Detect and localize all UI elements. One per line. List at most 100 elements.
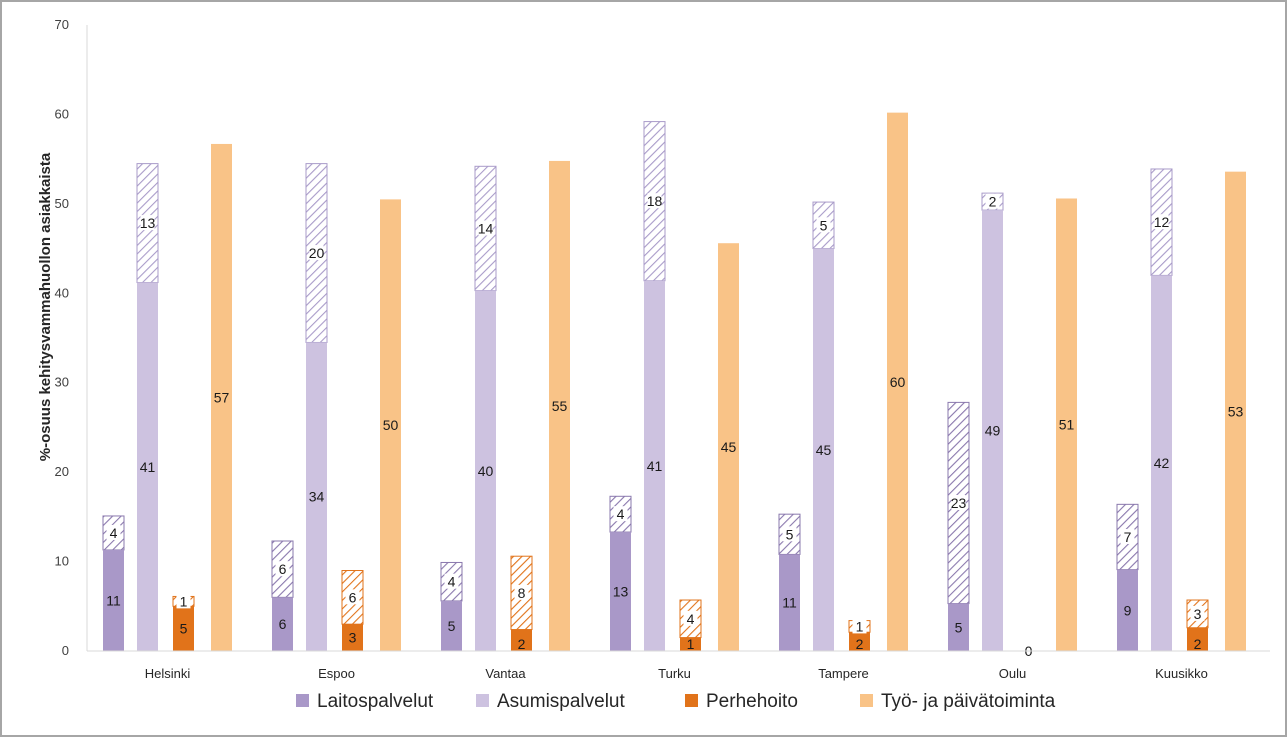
data-label-hatched: 3 [1194, 606, 1202, 622]
bar [1225, 171, 1246, 652]
data-label-bg [782, 526, 797, 542]
bar-segment-solid [511, 629, 532, 651]
y-axis-title: %-osuus kehitysvammahuollon asiakkaista [37, 152, 54, 461]
legend-label: Laitospalvelut [317, 691, 434, 712]
data-label-solid: 9 [1124, 602, 1132, 618]
data-label-hatched: 14 [478, 220, 494, 236]
data-label-solid: 42 [1154, 455, 1170, 471]
data-label-bg [1120, 528, 1135, 544]
data-label-bg [309, 245, 324, 261]
data-label: 53 [1228, 403, 1244, 419]
data-label-hatched: 4 [617, 506, 625, 522]
legend-item: Laitospalvelut [296, 691, 434, 712]
y-axis: 0 10 20 30 40 50 60 70 [55, 17, 88, 658]
bar-segment-solid [342, 624, 363, 651]
legend-swatch [685, 694, 698, 707]
data-label-solid: 6 [279, 616, 287, 632]
data-label-solid: 11 [782, 595, 797, 611]
data-label: 51 [1059, 417, 1075, 433]
bar-segment-solid [137, 282, 158, 651]
legend-item: Työ- ja päivätoiminta [860, 691, 1056, 712]
data-label-solid: 41 [140, 459, 156, 475]
data-label-solid: 5 [448, 618, 456, 634]
bar-segment-solid [1117, 569, 1138, 651]
data-label-bg [514, 584, 529, 600]
data-label-bg [1154, 214, 1169, 230]
data-label-bg [176, 593, 191, 609]
legend-item: Asumispalvelut [476, 691, 625, 712]
x-tick-label: Vantaa [485, 666, 526, 681]
data-label-hatched: 6 [349, 589, 357, 605]
bar [887, 112, 908, 651]
legend-swatch [860, 694, 873, 707]
x-tick-label: Tampere [818, 666, 869, 681]
bar [1056, 198, 1077, 651]
series-3 [211, 112, 1246, 652]
legend-swatch [476, 694, 489, 707]
data-label-solid: 40 [478, 463, 494, 479]
data-label-hatched: 1 [180, 593, 188, 609]
y-tick-label: 60 [55, 106, 69, 121]
data-label-bg [1190, 605, 1205, 621]
x-tick-label: Helsinki [145, 666, 191, 681]
y-tick-label: 10 [55, 554, 69, 569]
data-label: 57 [214, 389, 230, 405]
data-label-hatched: 2 [989, 194, 997, 210]
data-labels-layer: 4116645413511235791341203414401841545249… [106, 193, 1243, 659]
bar-segment-solid [306, 342, 327, 651]
data-label-hatched: 4 [110, 525, 118, 541]
bars-layer [102, 112, 1246, 652]
bar [718, 243, 739, 651]
data-label-bg [683, 610, 698, 626]
bar [549, 160, 570, 651]
y-tick-label: 0 [62, 643, 69, 658]
data-label-hatched: 12 [1154, 214, 1170, 230]
data-label-hatched: 8 [518, 585, 526, 601]
data-label-solid: 49 [985, 423, 1001, 439]
data-label-solid: 2 [518, 636, 526, 652]
data-label-solid: 5 [955, 619, 963, 635]
data-label-bg [140, 215, 155, 231]
data-label-hatched: 5 [786, 526, 794, 542]
data-label-bg [613, 506, 628, 522]
bar-segment-solid [1187, 627, 1208, 651]
data-label-bg [106, 524, 121, 540]
x-tick-label: Kuusikko [1155, 666, 1208, 681]
bar-segment-solid [680, 637, 701, 651]
data-label-bg [275, 561, 290, 577]
legend-label: Asumispalvelut [497, 691, 625, 712]
x-tick-label: Oulu [999, 666, 1026, 681]
data-label-hatched: 20 [309, 245, 325, 261]
data-label-hatched: 7 [1124, 529, 1132, 545]
y-tick-label: 40 [55, 285, 69, 300]
bar-segment-solid [1151, 275, 1172, 651]
bar-segment-solid [644, 280, 665, 651]
data-label-solid: 2 [1194, 636, 1202, 652]
data-label-bg [951, 494, 966, 510]
data-label-hatched: 5 [820, 217, 828, 233]
bar-segment-solid [272, 597, 293, 651]
data-label-bg [345, 589, 360, 605]
data-label-solid: 13 [613, 584, 629, 600]
bar-segment-solid [103, 549, 124, 651]
data-label-solid: 45 [816, 442, 832, 458]
data-label-bg [985, 193, 1000, 209]
data-label: 60 [890, 374, 906, 390]
bar-segment-solid [948, 603, 969, 651]
data-label-hatched: 4 [448, 574, 456, 590]
data-label-solid: 11 [106, 592, 121, 608]
legend-item: Perhehoito [685, 691, 798, 712]
data-label-solid: 3 [349, 630, 357, 646]
data-label-hatched: 4 [687, 611, 695, 627]
y-tick-label: 50 [55, 196, 69, 211]
data-label: 55 [552, 398, 568, 414]
data-label-solid: 2 [856, 636, 864, 652]
bar [211, 143, 232, 651]
data-label-solid: 41 [647, 458, 663, 474]
x-tick-label: Espoo [318, 666, 355, 681]
data-label-solid: 1 [687, 636, 695, 652]
bar-segment-solid [441, 600, 462, 651]
data-label-hatched: 6 [279, 561, 287, 577]
bar-segment-solid [813, 248, 834, 652]
